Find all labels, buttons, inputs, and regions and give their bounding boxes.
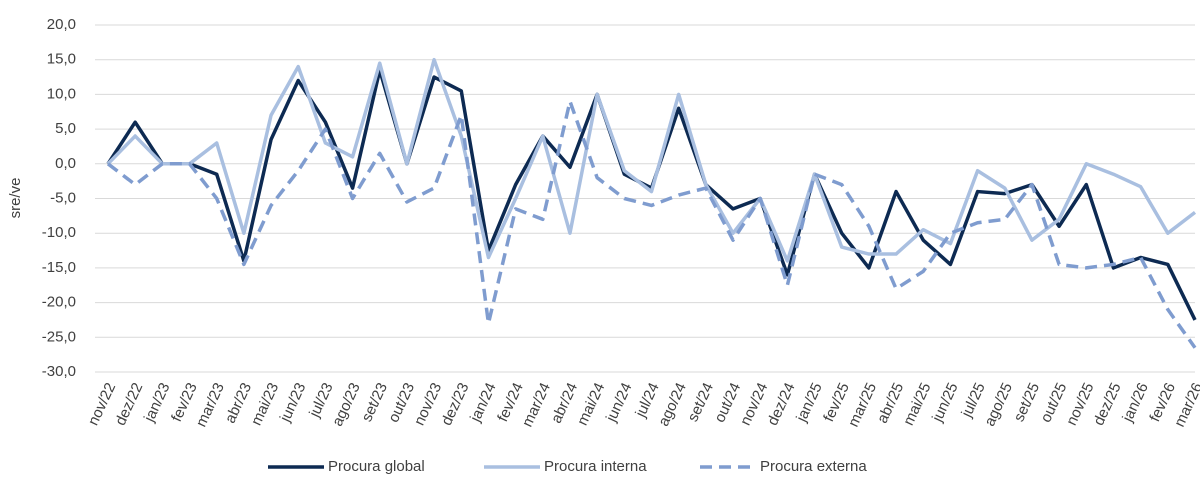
y-tick-label: 5,0 xyxy=(55,120,76,137)
y-tick-label: 20,0 xyxy=(47,16,76,33)
y-axis-label: sre/ve xyxy=(7,178,24,219)
legend-label: Procura global xyxy=(328,458,425,475)
series-line xyxy=(106,68,1197,321)
series-line xyxy=(106,99,1197,349)
series-line xyxy=(106,57,1197,263)
y-tick-label: -10,0 xyxy=(42,224,76,241)
y-tick-label: -15,0 xyxy=(42,259,76,276)
y-tick-label: 10,0 xyxy=(47,85,76,102)
y-tick-label: -5,0 xyxy=(50,189,76,206)
y-tick-label: -25,0 xyxy=(42,328,76,345)
y-tick-label: 15,0 xyxy=(47,51,76,68)
legend-label: Procura externa xyxy=(760,458,867,475)
y-tick-label: 0,0 xyxy=(55,155,76,172)
y-tick-label: -30,0 xyxy=(42,363,76,380)
legend-label: Procura interna xyxy=(544,458,647,475)
y-tick-label: -20,0 xyxy=(42,294,76,311)
